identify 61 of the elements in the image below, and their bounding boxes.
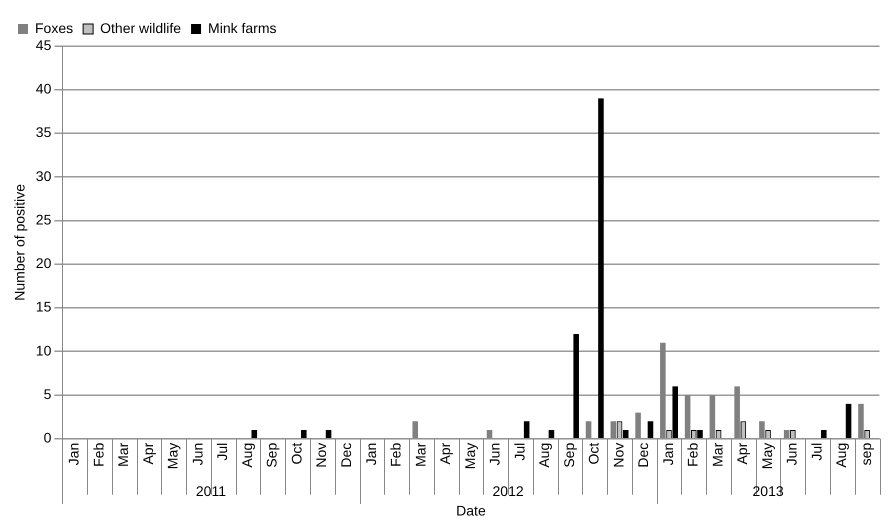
x-tick-label: sep [858,442,874,466]
x-tick-label: Jan [66,442,82,466]
x-axis-title: Date [456,502,486,518]
x-tick-label: May [758,442,775,470]
bar [548,430,554,438]
bar [821,430,827,438]
x-tick-label: Dec [338,442,354,468]
x-tick-label: Mar [412,442,428,467]
legend-label: Foxes [35,20,74,36]
x-tick-label: Jan [362,442,379,466]
x-tick-label: Oct [288,442,304,465]
y-tick-label: 25 [36,211,52,228]
x-tick-label: Dec [635,442,652,468]
bar [326,430,332,438]
bar [648,421,654,438]
y-tick-label: 5 [44,386,52,402]
x-tick-label: Nov [313,442,330,468]
y-tick-label: 15 [36,298,52,315]
x-tick-label: Aug [536,442,552,468]
x-tick-label: Jun [486,442,503,466]
x-tick-label: Oct [586,442,602,465]
legend-label: Other wildlife [100,20,182,36]
x-tick-label: Aug [238,442,255,468]
y-tick-label: 35 [36,124,52,140]
bar [846,404,852,438]
x-tick-label: Sep [264,442,280,468]
x-tick-label: Sep [560,442,577,468]
y-tick-label: 10 [36,342,52,358]
x-tick-label: Feb [90,442,106,467]
text: 2011 [196,482,226,499]
x-tick-label: May [462,442,478,470]
x-tick-label: Jun [189,442,206,466]
bar [251,430,258,438]
bar [524,421,530,438]
x-tick-label: Feb [684,442,701,467]
x-tick-label: Jan [660,442,676,466]
text: 2013 [752,482,784,499]
y-tick-label: 30 [36,168,52,184]
x-tick-label: Mar [115,442,132,467]
y-tick-label: 20 [36,255,52,272]
text: 2012 [492,482,524,499]
x-tick-label: Aug [833,442,850,468]
x-tick-label: Feb [388,442,404,467]
y-tick-label: 45 [36,36,52,53]
x-tick-label: May [164,442,181,470]
y-axis-title: Number of positive [11,184,28,301]
bar [573,334,579,438]
x-tick-label: Jul [214,442,230,461]
x-tick-label: Nov [610,442,626,468]
legend-label: Mink farms [208,20,276,36]
y-tick-label: 0 [44,430,52,446]
x-tick-label: Apr [437,442,454,465]
x-tick-label: Apr [734,442,750,465]
x-tick-label: Jul [808,442,824,461]
x-tick-label: Apr [140,442,156,465]
bar [598,98,604,438]
x-tick-label: Mar [709,442,726,467]
x-tick-label: Jun [784,442,800,466]
bar [301,430,307,438]
y-tick-label: 40 [36,80,52,96]
x-tick-label: Jul [511,442,528,461]
